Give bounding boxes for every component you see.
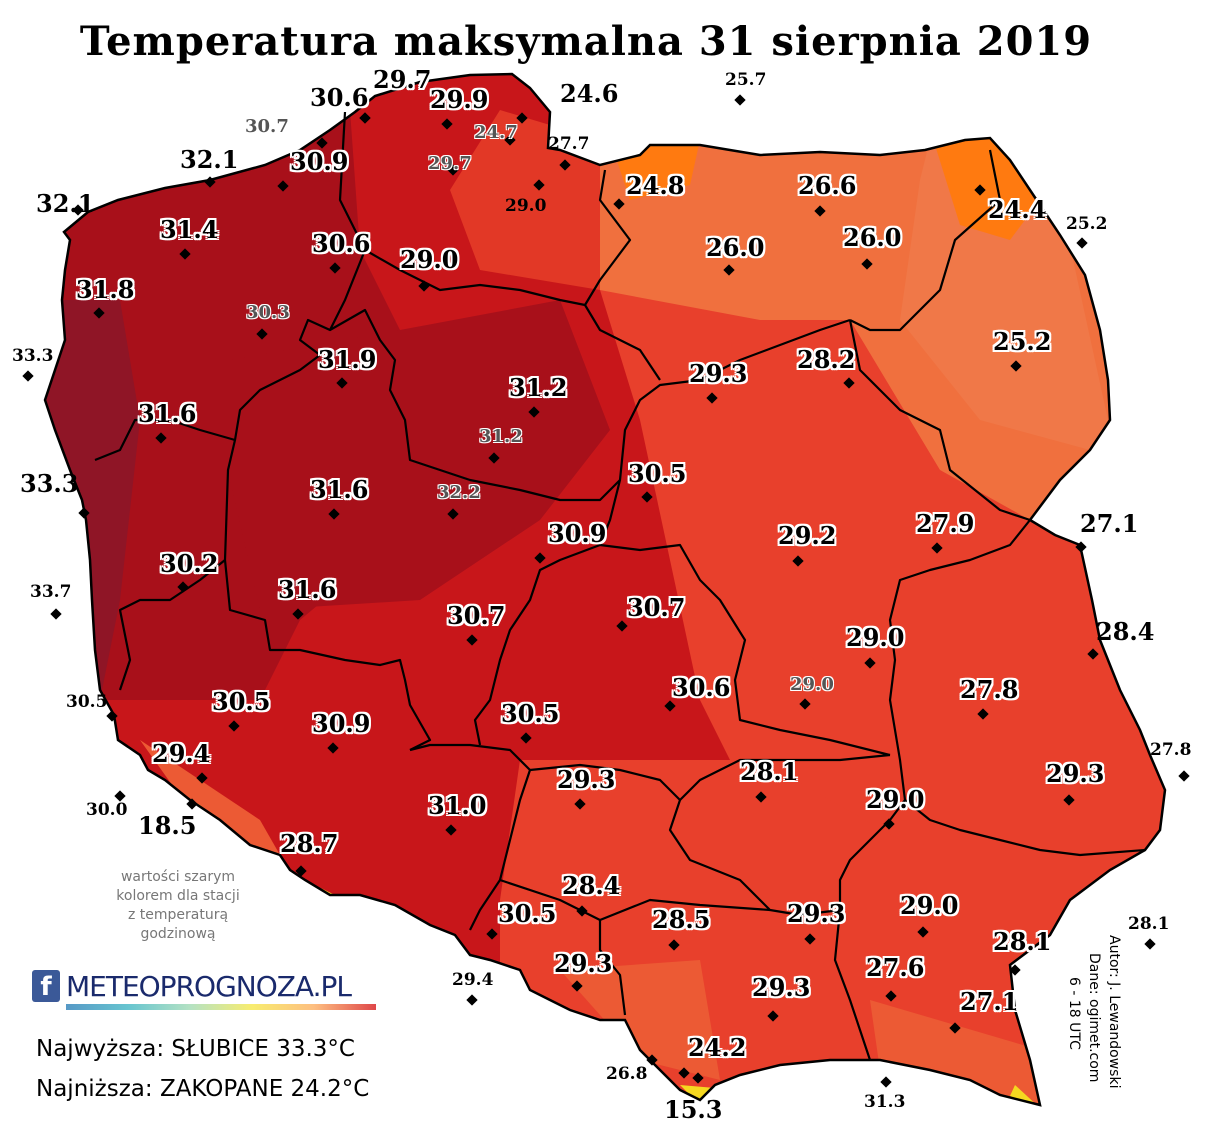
map-title: Temperatura maksymalna 31 sierpnia 2019 xyxy=(79,18,1093,65)
station-temperature: 30.9 xyxy=(312,709,371,738)
station-temperature: 30.2 xyxy=(160,549,219,578)
station-temperature: 31.4 xyxy=(160,215,219,244)
station-temperature: 30.5 xyxy=(66,692,108,712)
station-temperature: 29.0 xyxy=(846,623,905,652)
station-temperature: 24.7 xyxy=(474,122,518,143)
station-temperature: 28.4 xyxy=(1096,617,1155,646)
logo-text: METEOPROGNOZA.PL xyxy=(66,969,352,1003)
station-temperature: 24.2 xyxy=(688,1033,747,1062)
station-temperature: 32.1 xyxy=(180,145,239,174)
station-temperature: 30.7 xyxy=(447,601,506,630)
station-temperature: 30.5 xyxy=(498,899,557,928)
station-temperature: 26.8 xyxy=(606,1064,648,1084)
station-temperature: 28.5 xyxy=(652,905,711,934)
station-temperature: 29.3 xyxy=(689,359,748,388)
station-temperature: 29.0 xyxy=(400,245,459,274)
station-temperature: 27.9 xyxy=(916,509,975,538)
station-temperature: 28.4 xyxy=(562,871,621,900)
station-temperature: 29.0 xyxy=(505,196,547,216)
station-temperature: 25.2 xyxy=(993,327,1052,356)
station-temperature: 30.9 xyxy=(290,147,349,176)
station-temperature: 31.0 xyxy=(428,791,487,820)
station-temperature: 25.7 xyxy=(725,70,767,90)
station-temperature: 29.2 xyxy=(778,521,837,550)
station-temperature: 30.0 xyxy=(86,800,128,820)
station-temperature: 29.0 xyxy=(900,891,959,920)
station-temperature: 26.0 xyxy=(706,233,765,262)
grey-value-note: wartości szarym kolorem dla stacji z tem… xyxy=(88,868,268,944)
facebook-icon[interactable]: f xyxy=(32,970,60,1002)
station-temperature: 31.6 xyxy=(278,575,337,604)
credit-hours: 6 - 18 UTC xyxy=(1066,977,1082,1050)
note-line: wartości szarym xyxy=(120,869,236,885)
station-temperature: 31.3 xyxy=(864,1092,906,1112)
credits: Autor: J. Lewandowski Dane: ogimet.com 6… xyxy=(1058,935,1128,1125)
meteoprognoza-logo[interactable]: f METEOPROGNOZA.PL xyxy=(32,968,352,1004)
station-temperature: 27.1 xyxy=(1080,509,1139,538)
station-temperature: 30.7 xyxy=(627,593,686,622)
station-temperature: 30.7 xyxy=(245,116,289,137)
station-temperature: 32.2 xyxy=(437,482,481,503)
station-temperature: 30.3 xyxy=(246,302,290,323)
lowest-temperature: Najniższa: ZAKOPANE 24.2°C xyxy=(36,1076,370,1102)
station-temperature: 28.2 xyxy=(797,345,856,374)
station-temperature: 27.1 xyxy=(960,987,1019,1016)
station-temperature: 31.2 xyxy=(479,426,523,447)
station-temperature: 29.7 xyxy=(428,153,472,174)
station-temperature: 30.9 xyxy=(548,519,607,548)
station-temperature: 28.1 xyxy=(1128,914,1170,934)
station-temperature: 30.5 xyxy=(501,699,560,728)
credit-author: Autor: J. Lewandowski xyxy=(1106,935,1122,1089)
station-temperature: 28.1 xyxy=(740,757,799,786)
station-temperature: 28.7 xyxy=(280,829,339,858)
station-temperature: 29.3 xyxy=(787,899,846,928)
station-temperature: 33.3 xyxy=(12,346,54,366)
station-temperature: 18.5 xyxy=(138,811,197,840)
note-line: kolorem dla stacji xyxy=(116,888,240,904)
credit-data: Dane: ogimet.com xyxy=(1086,953,1102,1083)
station-temperature: 33.7 xyxy=(30,582,72,602)
station-temperature: 26.0 xyxy=(843,223,902,252)
station-temperature: 30.6 xyxy=(672,673,731,702)
station-temperature: 30.6 xyxy=(310,83,369,112)
station-temperature: 31.6 xyxy=(310,475,369,504)
station-temperature: 24.6 xyxy=(560,79,619,108)
station-temperature: 29.3 xyxy=(557,765,616,794)
station-temperature: 15.3 xyxy=(664,1095,723,1124)
highest-temperature: Najwyższa: SŁUBICE 33.3°C xyxy=(36,1036,355,1062)
station-temperature: 31.8 xyxy=(76,275,135,304)
station-temperature: 33.3 xyxy=(20,469,79,498)
note-line: z temperaturą xyxy=(127,907,229,923)
station-temperature: 24.4 xyxy=(988,195,1047,224)
station-temperature: 29.9 xyxy=(430,85,489,114)
station-temperature: 27.7 xyxy=(548,134,590,154)
station-temperature: 29.7 xyxy=(373,65,432,94)
logo-color-band xyxy=(66,1004,376,1010)
station-temperature: 29.3 xyxy=(554,949,613,978)
station-temperature: 31.2 xyxy=(509,373,568,402)
station-temperature: 27.6 xyxy=(866,953,925,982)
station-temperature: 29.3 xyxy=(752,973,811,1002)
station-temperature: 26.6 xyxy=(798,171,857,200)
station-temperature: 30.6 xyxy=(312,229,371,258)
station-temperature: 32.1 xyxy=(36,189,95,218)
station-temperature: 31.6 xyxy=(138,399,197,428)
station-temperature: 29.4 xyxy=(452,970,494,990)
station-temperature: 27.8 xyxy=(1150,740,1192,760)
station-temperature: 29.0 xyxy=(790,674,834,695)
station-temperature: 27.8 xyxy=(960,675,1019,704)
station-temperature: 29.3 xyxy=(1046,759,1105,788)
station-temperature: 29.4 xyxy=(152,739,211,768)
note-line: godzinową xyxy=(140,926,216,942)
station-temperature: 28.1 xyxy=(993,927,1052,956)
station-temperature: 25.2 xyxy=(1066,214,1108,234)
station-temperature: 31.9 xyxy=(318,345,377,374)
station-temperature: 29.0 xyxy=(866,785,925,814)
station-temperature: 24.8 xyxy=(626,171,685,200)
station-temperature: 30.5 xyxy=(212,687,271,716)
station-temperature: 30.5 xyxy=(628,459,687,488)
